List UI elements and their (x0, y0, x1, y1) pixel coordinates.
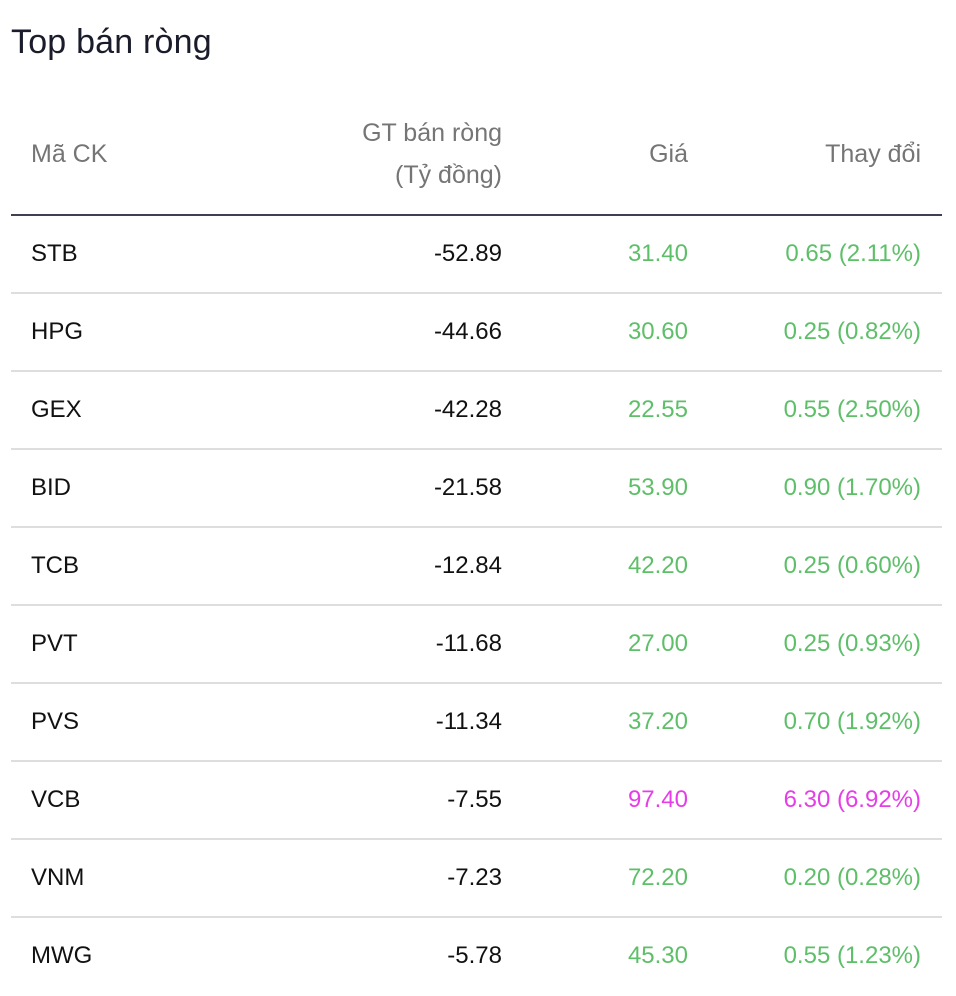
price-cell: 42.20 (627, 552, 688, 579)
price-cell: 72.20 (627, 864, 688, 891)
change-cell: 0.20 (0.28%) (783, 864, 921, 891)
change-cell: 0.55 (1.23%) (783, 942, 921, 969)
symbol-cell: BID (31, 474, 72, 501)
symbol-cell: VCB (31, 786, 81, 813)
symbol-cell: TCB (31, 552, 79, 579)
symbol-cell: STB (31, 240, 78, 267)
net-value-cell: -21.58 (433, 474, 502, 501)
change-cell: 6.30 (6.92%) (783, 786, 921, 813)
price-cell: 97.40 (627, 786, 688, 813)
table-row[interactable]: BID -21.58 53.90 0.90 (1.70%) (11, 450, 942, 528)
symbol-cell: PVS (31, 708, 80, 735)
price-cell: 27.00 (627, 630, 688, 657)
table-row[interactable]: VCB -7.55 97.40 6.30 (6.92%) (11, 762, 942, 840)
net-value-cell: -52.89 (433, 240, 502, 267)
table-row[interactable]: STB -52.89 31.40 0.65 (2.11%) (11, 216, 942, 294)
change-cell: 0.65 (2.11%) (785, 240, 921, 267)
net-value-cell: -44.66 (433, 318, 502, 345)
column-header-net-value[interactable]: GT bán ròng (Tỷ đồng) (362, 112, 502, 196)
table-row[interactable]: PVT -11.68 27.00 0.25 (0.93%) (11, 606, 942, 684)
column-header-price[interactable]: Giá (649, 140, 688, 168)
price-cell: 30.60 (627, 318, 688, 345)
symbol-cell: PVT (31, 630, 78, 657)
net-sell-table: Mã CK GT bán ròng (Tỷ đồng) Giá Thay đổi… (11, 98, 942, 996)
table-row[interactable]: TCB -12.84 42.20 0.25 (0.60%) (11, 528, 942, 606)
table-header: Mã CK GT bán ròng (Tỷ đồng) Giá Thay đổi (11, 98, 942, 216)
net-value-cell: -12.84 (433, 552, 502, 579)
change-cell: 0.90 (1.70%) (783, 474, 921, 501)
column-header-symbol[interactable]: Mã CK (31, 140, 108, 168)
price-cell: 31.40 (627, 240, 688, 267)
symbol-cell: VNM (31, 864, 85, 891)
net-value-cell: -7.55 (447, 786, 502, 813)
table-row[interactable]: HPG -44.66 30.60 0.25 (0.82%) (11, 294, 942, 372)
change-cell: 0.25 (0.60%) (783, 552, 921, 579)
column-header-change[interactable]: Thay đổi (825, 140, 921, 168)
change-cell: 0.25 (0.93%) (783, 630, 921, 657)
change-cell: 0.55 (2.50%) (783, 396, 921, 423)
price-cell: 53.90 (627, 474, 688, 501)
change-cell: 0.25 (0.82%) (783, 318, 921, 345)
price-cell: 22.55 (627, 396, 688, 423)
table-row[interactable]: PVS -11.34 37.20 0.70 (1.92%) (11, 684, 942, 762)
change-cell: 0.70 (1.92%) (783, 708, 921, 735)
table-row[interactable]: VNM -7.23 72.20 0.20 (0.28%) (11, 840, 942, 918)
net-value-cell: -7.23 (447, 864, 502, 891)
price-cell: 45.30 (627, 942, 688, 969)
net-value-cell: -5.78 (447, 942, 502, 969)
symbol-cell: MWG (31, 942, 93, 969)
column-header-net-value-line1: GT bán ròng (362, 119, 502, 147)
symbol-cell: HPG (31, 318, 84, 345)
column-header-net-value-line2: (Tỷ đồng) (395, 161, 502, 189)
net-value-cell: -11.68 (435, 630, 502, 657)
net-value-cell: -11.34 (435, 708, 502, 735)
table-row[interactable]: MWG -5.78 45.30 0.55 (1.23%) (11, 918, 942, 996)
symbol-cell: GEX (31, 396, 82, 423)
table-row[interactable]: GEX -42.28 22.55 0.55 (2.50%) (11, 372, 942, 450)
price-cell: 37.20 (627, 708, 688, 735)
page-title: Top bán ròng (11, 23, 212, 61)
net-value-cell: -42.28 (433, 396, 502, 423)
